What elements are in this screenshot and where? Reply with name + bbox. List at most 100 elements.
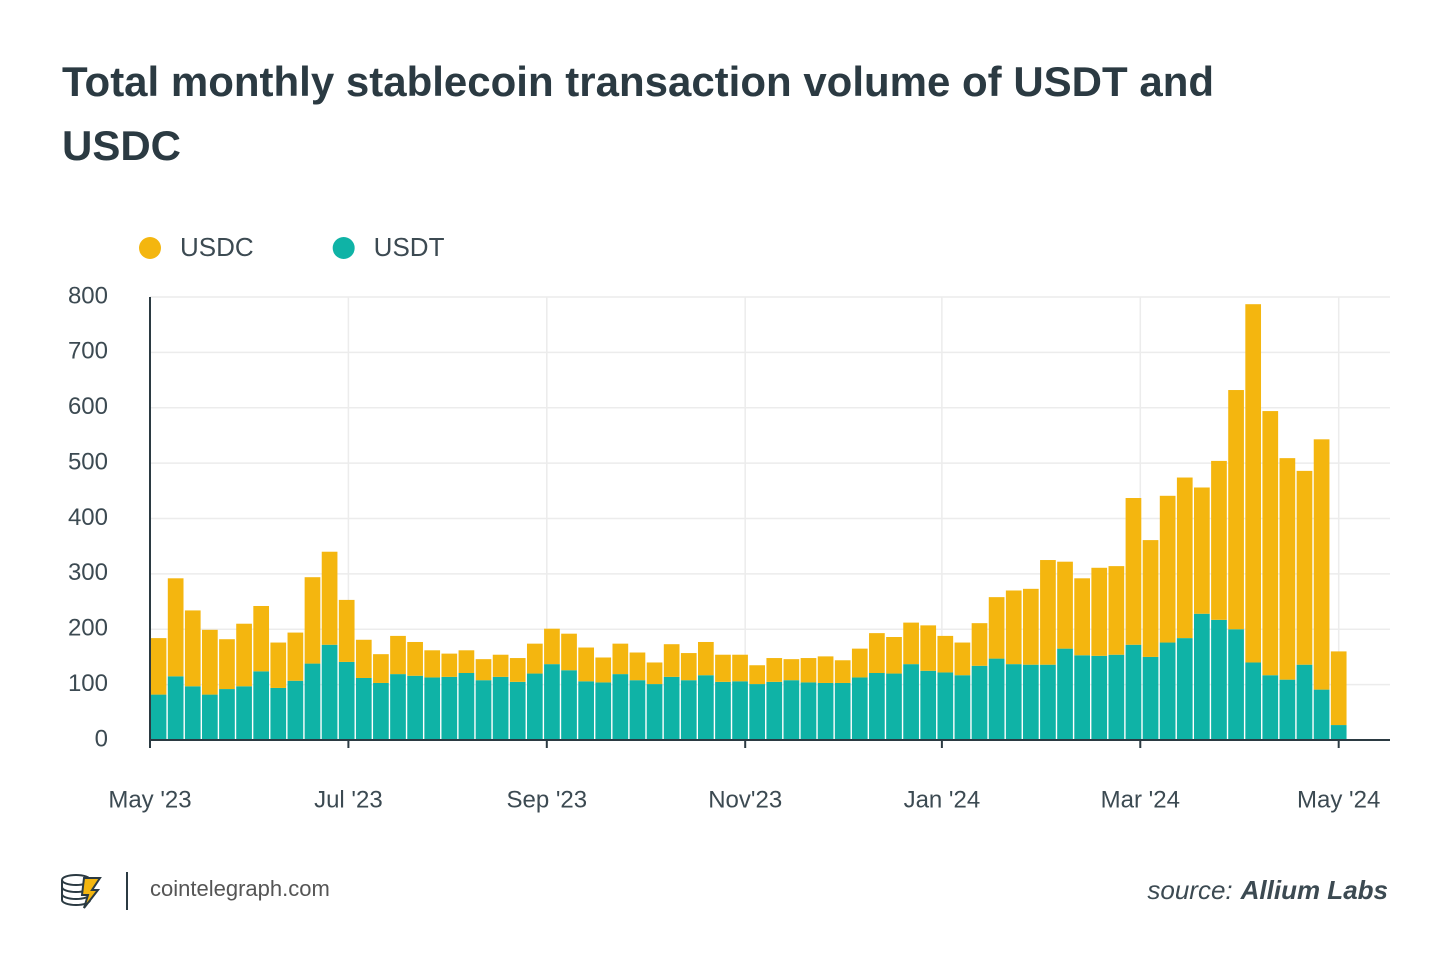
x-tick-label: Jul '23 — [314, 786, 383, 813]
bar-segment — [338, 661, 355, 740]
legend-marker — [332, 237, 355, 259]
bar-segment — [1194, 613, 1210, 740]
bar-segment — [663, 676, 680, 740]
bar-segment — [732, 654, 748, 682]
bar-segment — [167, 676, 184, 740]
bar-segment — [920, 670, 937, 740]
bar-segment — [1142, 656, 1159, 740]
bar-segment — [475, 680, 492, 740]
bar-segment — [1125, 644, 1142, 740]
bar-segment — [1176, 638, 1193, 740]
logo — [61, 874, 102, 909]
bar-segment — [612, 674, 629, 740]
chart-title: Total monthly stablecoin transaction vol… — [62, 58, 1215, 169]
bar-segment — [749, 665, 766, 685]
bar-segment — [1057, 648, 1073, 740]
bar-segment — [595, 657, 612, 683]
bar-segment — [715, 681, 731, 740]
y-tick-label: 0 — [95, 725, 108, 752]
bar-segment — [321, 551, 338, 645]
y-tick-label: 600 — [68, 393, 108, 420]
bar-segment — [1330, 725, 1347, 740]
bar-segment — [1228, 629, 1244, 740]
bar-segment — [458, 672, 475, 740]
bar-segment — [167, 578, 184, 677]
bar-segment — [783, 680, 800, 740]
source-label: source: — [1147, 875, 1232, 905]
bar-segment — [1262, 411, 1279, 676]
y-tick-label: 400 — [68, 504, 108, 531]
bar-segment — [1296, 470, 1313, 665]
bar-segment — [1313, 689, 1330, 740]
bar-segment — [988, 658, 1005, 740]
bar-segment — [1005, 590, 1022, 665]
bar-segment — [886, 637, 902, 674]
bar-segment — [509, 658, 526, 682]
bar-segment — [561, 670, 577, 740]
bar-segment — [817, 656, 834, 683]
bar-segment — [1057, 561, 1073, 649]
bar-segment — [236, 623, 252, 687]
bar-segment — [663, 644, 680, 677]
bar-segment — [578, 681, 594, 740]
bar-segment — [920, 625, 937, 671]
bar-segment — [971, 665, 988, 740]
bar-segment — [629, 680, 646, 740]
bar-segment — [886, 673, 902, 740]
bar-segment — [1194, 487, 1210, 614]
bar-segment — [1245, 304, 1262, 663]
bar-segment — [1142, 540, 1159, 657]
bar-segment — [1005, 664, 1022, 740]
bar-segment — [800, 658, 817, 683]
legend-label: USDC — [180, 232, 254, 262]
y-tick-label: 200 — [68, 615, 108, 642]
bar-segment — [355, 677, 372, 740]
bar-segment — [937, 672, 954, 740]
bar-segment — [766, 681, 783, 740]
bar-segment — [407, 641, 423, 676]
bar-segment — [270, 687, 287, 740]
bar-segment — [937, 635, 954, 673]
bar-segment — [150, 638, 167, 695]
bar-segment — [202, 629, 218, 695]
bar-segment — [1176, 477, 1193, 639]
bar-segment — [390, 635, 406, 675]
bar-segment — [475, 659, 492, 681]
bar-segment — [715, 654, 731, 682]
bar-segment — [595, 682, 612, 740]
bar-segment — [219, 639, 235, 690]
bar-segment — [253, 671, 270, 740]
bar-segment — [800, 682, 817, 740]
bar-segment — [783, 659, 800, 681]
bar-segment — [954, 675, 971, 740]
legend-marker — [139, 237, 161, 259]
bar-segment — [834, 660, 851, 683]
bar-segment — [1108, 566, 1125, 655]
bar-segment — [338, 599, 355, 662]
bar-segment — [1279, 679, 1296, 740]
bar-segment — [1296, 664, 1313, 740]
bar-segment — [971, 623, 988, 666]
bar-segment — [1279, 458, 1296, 680]
bar-segment — [646, 662, 663, 685]
bar-segment — [1245, 662, 1262, 740]
bar-segment — [544, 628, 560, 665]
x-tick-label: Jan '24 — [904, 786, 981, 813]
x-tick-label: Nov'23 — [708, 786, 782, 813]
bar-segment — [698, 641, 714, 676]
bar-segment — [1313, 439, 1330, 690]
bar-segment — [869, 672, 885, 740]
bar-segment — [355, 639, 372, 678]
bar-segment — [202, 694, 218, 740]
bar-segment — [1040, 664, 1056, 740]
bar-segment — [526, 673, 543, 740]
bar-segment — [680, 680, 697, 740]
bar-segment — [1262, 675, 1279, 740]
site-name: cointelegraph.com — [150, 876, 330, 901]
bar-segment — [1159, 642, 1176, 740]
bar-segment — [1228, 390, 1244, 630]
x-tick-label: May '24 — [1297, 786, 1380, 813]
bar-segment — [184, 610, 201, 687]
bar-segment — [561, 633, 577, 671]
